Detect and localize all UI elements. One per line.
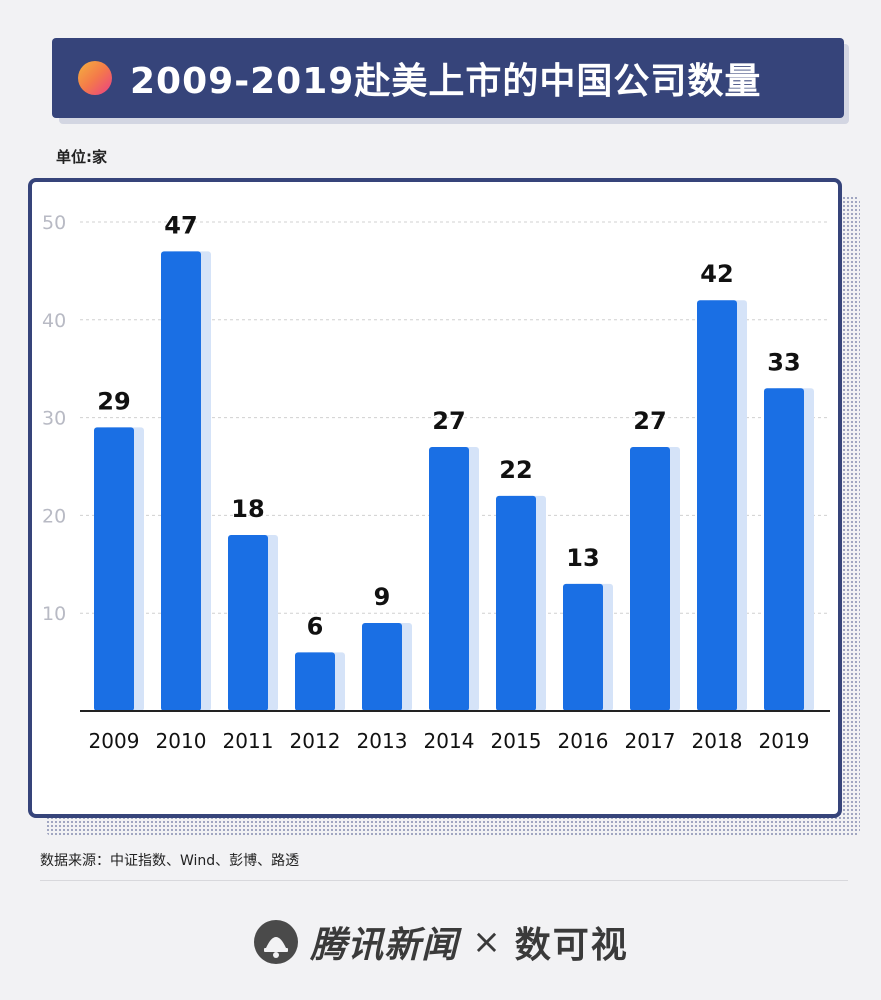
bar: [429, 446, 469, 711]
bar-value-label: 47: [164, 211, 197, 239]
x-tick-label: 2011: [223, 729, 274, 753]
x-tick-label: 2019: [759, 729, 810, 753]
bar-value-label: 18: [231, 495, 264, 523]
brand-shukeshi: 数可视: [514, 925, 629, 966]
bar: [228, 534, 268, 711]
bar: [697, 300, 737, 711]
y-tick-label: 30: [42, 408, 66, 430]
bar: [496, 495, 536, 711]
bar: [94, 427, 134, 711]
x-tick-label: 2010: [156, 729, 207, 753]
bar-value-label: 33: [767, 348, 800, 376]
footer-brand: 腾讯新闻 × 数可视: [0, 912, 881, 972]
tencent-news-logo-icon: [254, 920, 299, 964]
x-tick-label: 2015: [491, 729, 542, 753]
y-tick-label: 40: [42, 310, 66, 332]
bar-value-label: 27: [432, 407, 465, 435]
x-tick-label: 2018: [692, 729, 743, 753]
title-dot-icon: [78, 61, 112, 95]
x-tick-label: 2013: [357, 729, 408, 753]
bar-value-label: 42: [700, 260, 733, 288]
y-tick-label: 10: [42, 603, 66, 625]
unit-label: 单位:家: [56, 148, 107, 166]
x-tick-label: 2016: [558, 729, 609, 753]
y-tick-label: 20: [42, 505, 66, 527]
bar-value-label: 27: [633, 407, 666, 435]
page-title: 2009-2019赴美上市的中国公司数量: [130, 61, 762, 102]
x-tick-label: 2012: [290, 729, 341, 753]
bar-value-label: 6: [307, 612, 324, 640]
x-tick-label: 2014: [424, 729, 475, 753]
times-symbol: ×: [472, 922, 501, 962]
x-tick-label: 2009: [89, 729, 140, 753]
y-tick-label: 50: [42, 212, 66, 234]
source-text: 数据来源：中证指数、Wind、彭博、路透: [40, 853, 300, 869]
bar-value-label: 13: [566, 544, 599, 572]
bar: [563, 583, 603, 711]
brand-tencent-news: 腾讯新闻: [310, 925, 459, 966]
bar-value-label: 22: [499, 456, 532, 484]
bar: [295, 652, 335, 711]
bar-value-label: 9: [374, 583, 391, 611]
title-bar: 2009-2019赴美上市的中国公司数量: [52, 38, 844, 118]
bar: [362, 622, 402, 711]
bar-value-label: 29: [97, 387, 130, 415]
bar: [630, 446, 670, 711]
x-tick-label: 2017: [625, 729, 676, 753]
bar: [764, 388, 804, 711]
bar: [161, 251, 201, 711]
divider: [40, 880, 848, 881]
